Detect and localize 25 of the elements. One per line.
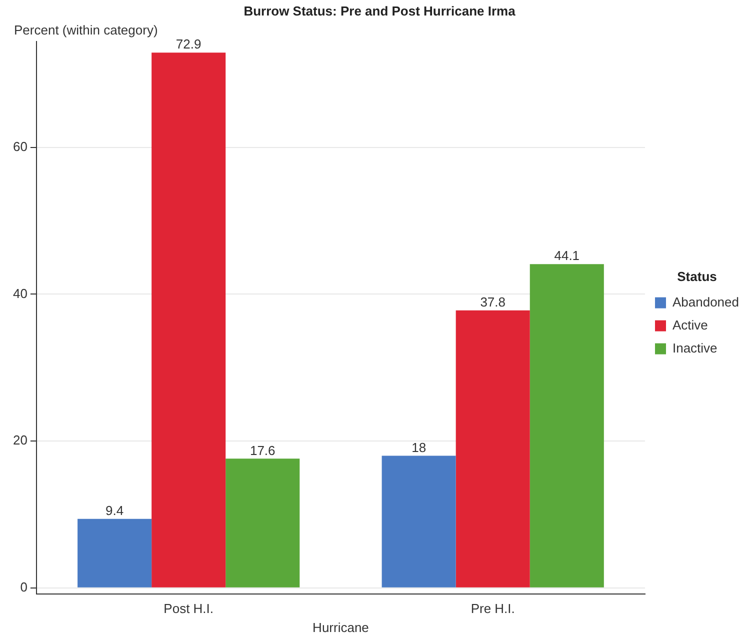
data-label: 18 xyxy=(412,440,426,455)
bar xyxy=(456,310,530,588)
bar xyxy=(78,518,152,588)
legend-label: Abandoned xyxy=(672,294,740,310)
chart-title: Burrow Status: Pre and Post Hurricane Irma xyxy=(244,3,516,18)
y-tick-label: 0 xyxy=(20,580,28,595)
legend-title: Status xyxy=(677,268,717,284)
data-label: 37.8 xyxy=(480,294,506,310)
bar xyxy=(382,456,456,588)
y-axis-title: Percent (within category) xyxy=(14,22,158,38)
x-axis-title: Hurricane xyxy=(312,620,369,635)
bar xyxy=(530,264,604,588)
data-label: 9.4 xyxy=(106,502,124,518)
bar xyxy=(226,458,300,588)
x-tick-label: Pre H.I. xyxy=(470,601,515,616)
y-tick-label: 40 xyxy=(12,286,28,301)
legend-label: Active xyxy=(672,317,708,332)
data-label: 72.9 xyxy=(176,36,202,52)
data-label: 17.6 xyxy=(250,442,276,458)
data-label: 44.1 xyxy=(554,248,580,264)
legend-label: Inactive xyxy=(672,340,718,356)
y-tick-label: 20 xyxy=(12,432,28,448)
x-tick-label: Post H.I. xyxy=(164,601,214,616)
bar xyxy=(152,52,226,588)
y-tick-label: 60 xyxy=(12,138,28,154)
